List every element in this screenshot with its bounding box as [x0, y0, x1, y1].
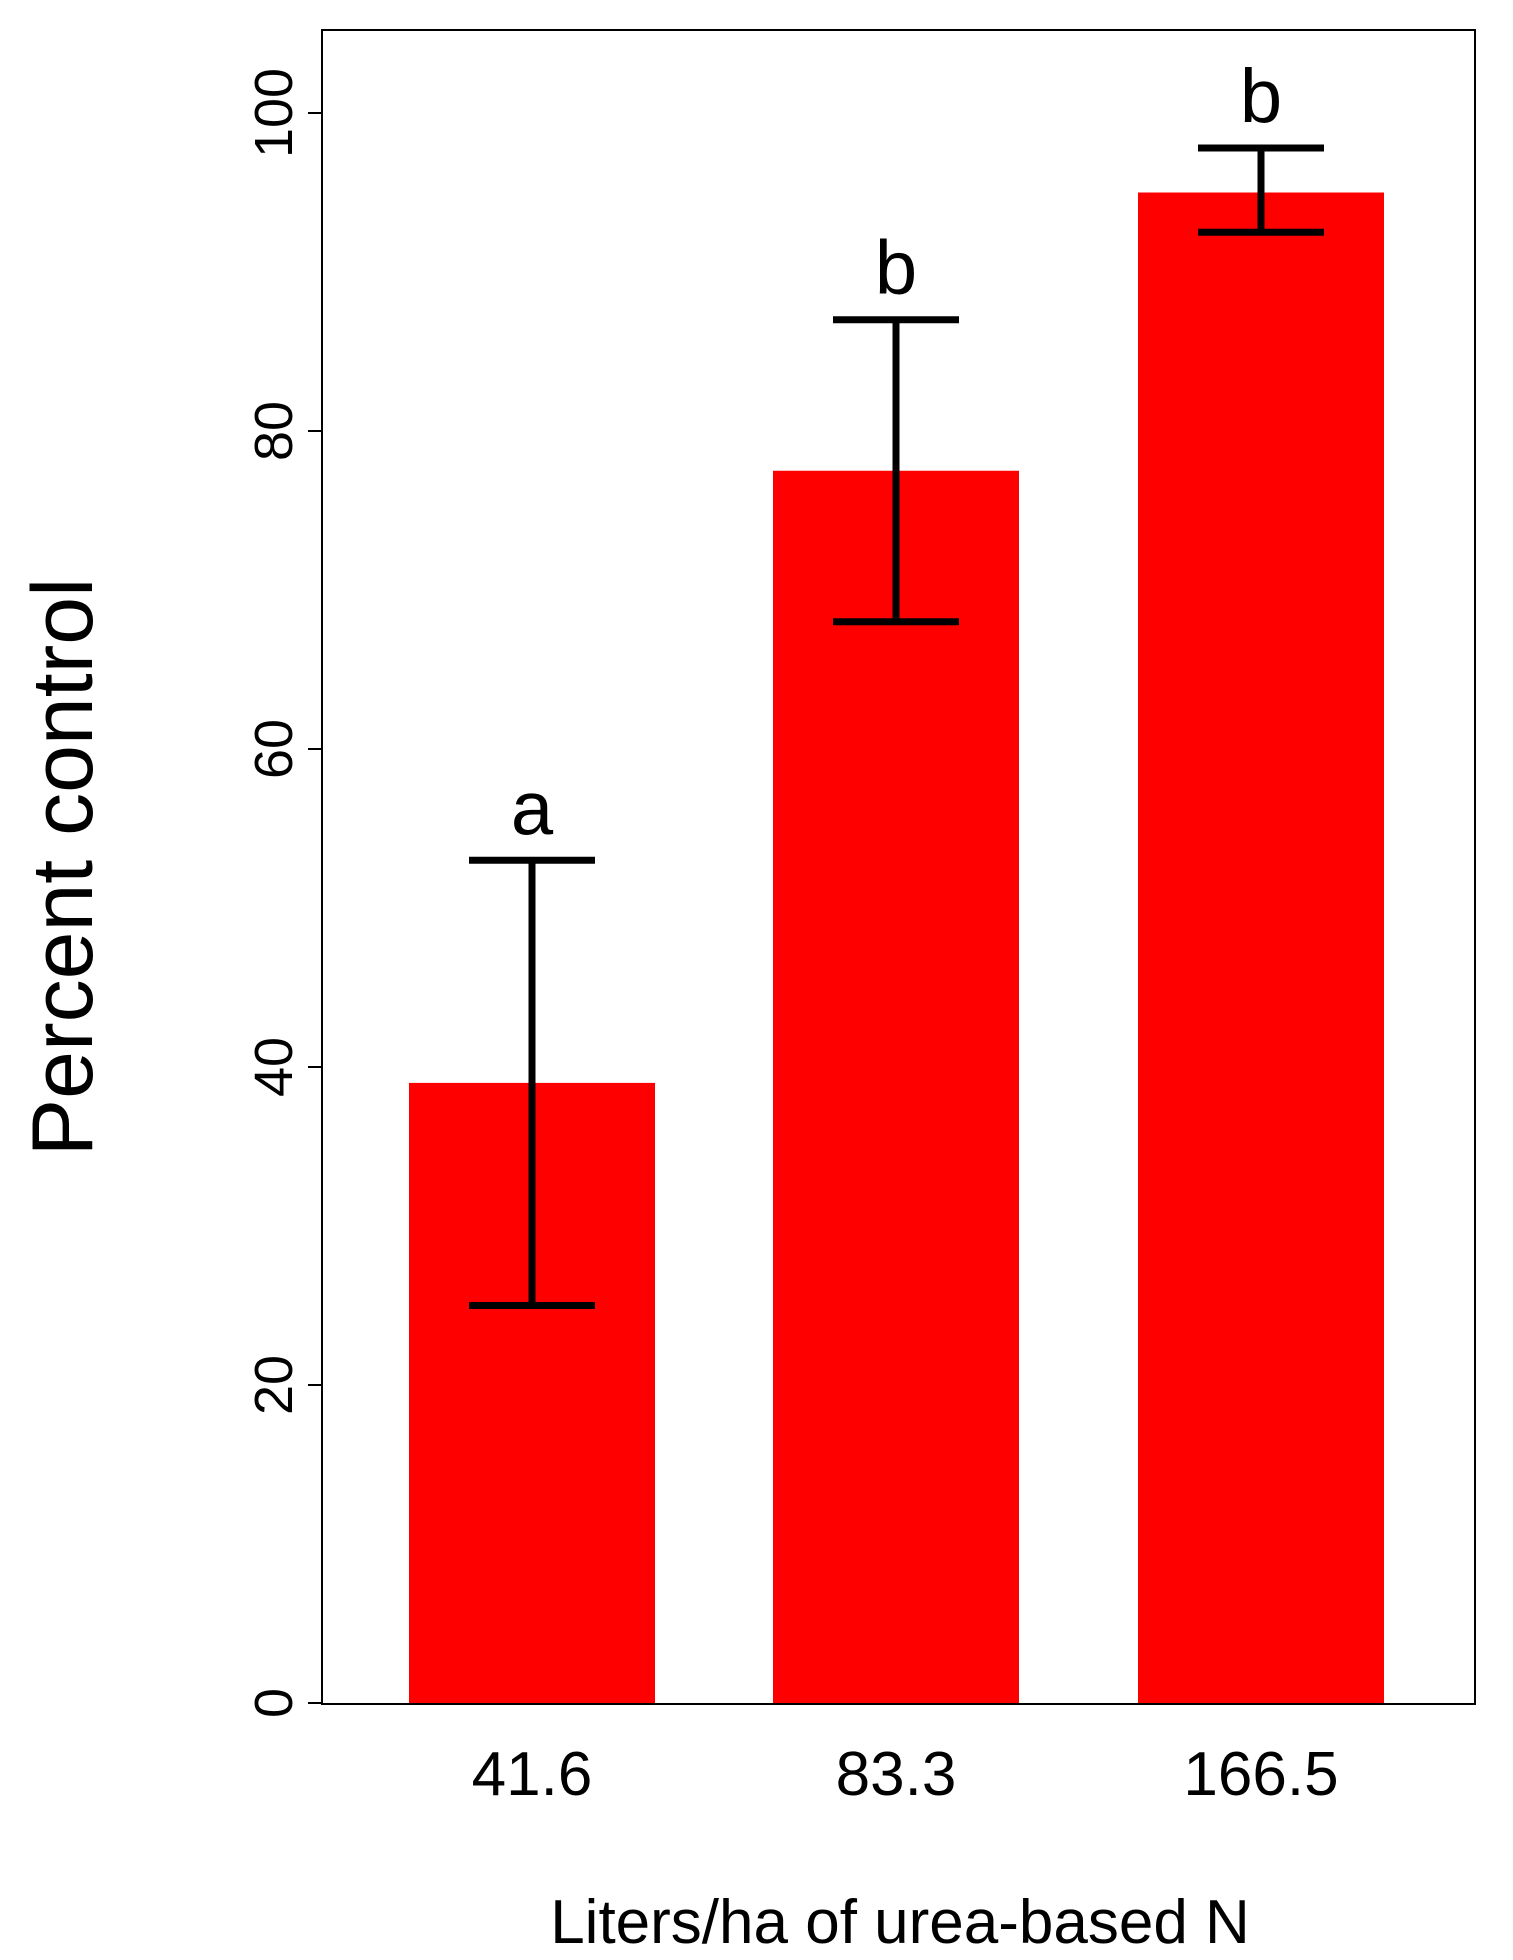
y-axis-label: Percent control [15, 578, 111, 1156]
bar-2 [1138, 192, 1384, 1703]
y-axis: 0 20 40 60 80 100 [244, 68, 322, 1718]
y-tick-label-0: 0 [244, 1688, 304, 1718]
bars-layer [409, 192, 1384, 1703]
x-tick-label-0: 41.6 [472, 1740, 593, 1809]
significance-letter-1: b [875, 226, 917, 311]
significance-letter-2: b [1240, 54, 1282, 139]
plot-frame [321, 29, 1476, 1705]
y-tick-label-5: 100 [244, 68, 304, 158]
y-tick-label-1: 20 [244, 1355, 304, 1415]
x-axis-label: Liters/ha of urea-based N [550, 1888, 1250, 1957]
bar-1 [773, 470, 1019, 1703]
significance-letter-0: a [511, 766, 554, 851]
x-axis: 41.6 83.3 166.5 [472, 1740, 1339, 1809]
x-tick-label-1: 83.3 [836, 1740, 957, 1809]
significance-letters-layer: a b b [511, 54, 1282, 851]
y-tick-label-3: 60 [244, 719, 304, 779]
y-tick-label-4: 80 [244, 401, 304, 461]
error-bars-layer [469, 144, 1324, 1309]
x-tick-label-2: 166.5 [1183, 1740, 1338, 1809]
y-tick-label-2: 40 [244, 1037, 304, 1097]
